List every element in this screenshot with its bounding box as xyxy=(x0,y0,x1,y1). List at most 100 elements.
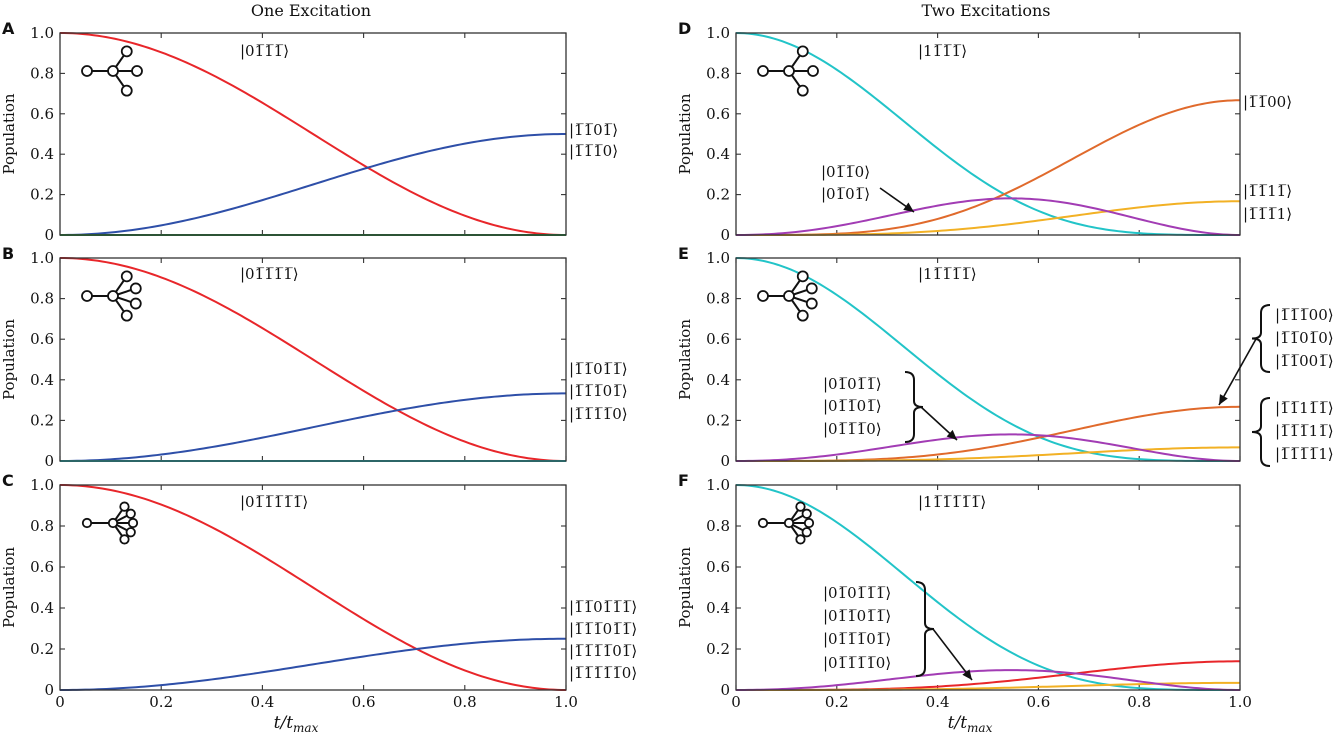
state-label: |01̅01̅1̅1̅⟩ xyxy=(823,584,891,602)
tree-graph-icon xyxy=(81,501,139,545)
y-tick-label: 0 xyxy=(44,452,54,470)
series-line xyxy=(59,484,567,691)
series-line xyxy=(735,433,1241,462)
panel-d: D Population 0 0.2 0.4 0.6 0.8 1.0 |11̅1̅1̅⟩ |1̅1… xyxy=(676,19,1292,244)
state-label: |1̅1̅1̅01̅1̅⟩ xyxy=(569,620,637,638)
left-column-title: One Excitation xyxy=(251,1,371,20)
plot-frame xyxy=(735,32,1241,236)
arrow-head xyxy=(903,202,914,212)
arrow-head xyxy=(1219,394,1228,405)
y-axis-label: Population xyxy=(0,319,18,400)
y-tick-label: 0.2 xyxy=(30,186,54,204)
state-label: |1̅1̅01̅0⟩ xyxy=(1275,329,1334,347)
x-tick-label: 1.0 xyxy=(1228,693,1252,711)
state-label: |1̅1̅1̅1̅1⟩ xyxy=(1275,445,1334,463)
series-line xyxy=(59,133,567,236)
state-label: |1̅1̅01̅1̅1̅⟩ xyxy=(569,598,637,616)
x-tick-label: 0.6 xyxy=(1026,693,1050,711)
panel-f: F Population 0 0.2 0.4 0.6 0.8 1.0 0 0.2 0.4 0.6 0.8… xyxy=(676,471,1252,711)
y-tick-label: 0 xyxy=(44,226,54,244)
state-label: |1̅1̅1̅00⟩ xyxy=(1275,306,1334,324)
state-label: |1̅1̅1̅1̅1̅0⟩ xyxy=(569,664,637,682)
x-axis-label-left: t/tmax xyxy=(274,713,319,735)
y-axis-label: Population xyxy=(676,319,694,400)
series-line xyxy=(59,392,567,462)
panel-e: E Population 0 0.2 0.4 0.6 0.8 1.0 |11̅1̅1̅1̅⟩ |0… xyxy=(676,244,1334,470)
series-line xyxy=(736,660,1241,691)
y-tick-label: 0.6 xyxy=(30,558,54,576)
y-tick-label: 1.0 xyxy=(706,476,730,494)
x-tick-label: 0.4 xyxy=(250,693,274,711)
plot-frame xyxy=(59,257,567,462)
y-tick-label: 0 xyxy=(44,681,54,699)
initial-state-label: |11̅1̅1̅1̅⟩ xyxy=(918,265,977,283)
y-tick-label: 1.0 xyxy=(30,24,54,42)
y-tick-label: 0.4 xyxy=(30,371,54,389)
x-axis-label-right: t/tmax xyxy=(948,713,993,735)
y-tick-label: 1.0 xyxy=(706,249,730,267)
series-line xyxy=(59,32,567,236)
y-tick-label: 0.6 xyxy=(706,105,730,123)
state-label: |1̅1̅1̅0⟩ xyxy=(569,142,618,160)
panel-letter: D xyxy=(678,19,691,38)
state-label: |01̅01̅⟩ xyxy=(821,185,870,203)
state-label: |1̅1̅1̅01̅⟩ xyxy=(569,382,628,400)
panel-letter: A xyxy=(2,19,15,38)
brace xyxy=(904,371,924,443)
plot-frame xyxy=(735,257,1241,462)
initial-state-label: |11̅1̅1̅⟩ xyxy=(918,42,967,60)
series-line xyxy=(735,257,1240,462)
initial-state-label: |11̅1̅1̅1̅1̅⟩ xyxy=(918,493,986,511)
state-label: |1̅1̅001̅⟩ xyxy=(1275,352,1334,370)
x-tick-label: 0 xyxy=(55,693,65,711)
state-label: |1̅1̅11̅1̅⟩ xyxy=(1275,399,1334,417)
y-tick-label: 0.4 xyxy=(30,145,54,163)
right-column-title: Two Excitations xyxy=(922,1,1051,20)
panel-b: B Population 0 0.2 0.4 0.6 0.8 1.0 |01̅1̅1̅1̅⟩ |1… xyxy=(0,244,628,470)
y-tick-label: 0.2 xyxy=(30,411,54,429)
x-tick-label: 0.2 xyxy=(149,693,173,711)
y-tick-label: 0.8 xyxy=(706,517,730,535)
state-label: |01̅1̅0⟩ xyxy=(821,163,870,181)
y-tick-label: 0 xyxy=(720,681,730,699)
y-tick-label: 0.2 xyxy=(706,411,730,429)
panel-letter: C xyxy=(2,471,14,490)
y-axis-label: Population xyxy=(0,547,18,628)
y-tick-label: 0.8 xyxy=(30,290,54,308)
tree-graph-icon xyxy=(81,270,142,322)
brace xyxy=(1251,397,1271,467)
series-line xyxy=(59,637,567,691)
state-label: |1̅1̅1̅11̅⟩ xyxy=(1275,422,1334,440)
state-label: |01̅01̅1̅⟩ xyxy=(823,375,882,393)
annotation-arrow xyxy=(932,628,973,681)
state-label: |1̅1̅11̅⟩ xyxy=(1243,182,1292,200)
y-tick-label: 0.4 xyxy=(706,599,730,617)
y-tick-label: 0.8 xyxy=(30,517,54,535)
y-tick-label: 0.4 xyxy=(706,145,730,163)
plot-frame xyxy=(59,32,567,236)
series-line xyxy=(736,99,1241,236)
tree-graph-icon xyxy=(757,270,818,322)
y-axis-label: Population xyxy=(676,93,694,174)
y-tick-label: 0.8 xyxy=(30,64,54,82)
y-tick-label: 0.6 xyxy=(706,330,730,348)
tree-graph-icon xyxy=(81,45,143,97)
y-tick-label: 1.0 xyxy=(30,476,54,494)
y-tick-label: 0 xyxy=(720,226,730,244)
series-line xyxy=(735,484,1240,691)
state-label: |01̅1̅1̅0⟩ xyxy=(823,420,882,438)
panel-a: A Population 0 0.2 0.4 0.6 0.8 1.0 |01̅1̅1̅⟩ |1̅1… xyxy=(0,19,618,244)
tree-graph-icon xyxy=(757,501,815,545)
y-tick-label: 0.6 xyxy=(30,330,54,348)
arrow-head xyxy=(962,669,972,680)
y-tick-label: 0.4 xyxy=(706,371,730,389)
y-tick-label: 0 xyxy=(720,452,730,470)
state-label: |01̅1̅01̅⟩ xyxy=(823,397,882,415)
initial-state-label: |01̅1̅1̅1̅⟩ xyxy=(240,265,299,283)
y-axis-label: Population xyxy=(0,93,18,174)
series-line xyxy=(735,197,1241,236)
panel-letter: F xyxy=(678,471,689,490)
state-label: |01̅1̅01̅1̅⟩ xyxy=(823,607,891,625)
state-label: |1̅1̅1̅1⟩ xyxy=(1243,205,1292,223)
